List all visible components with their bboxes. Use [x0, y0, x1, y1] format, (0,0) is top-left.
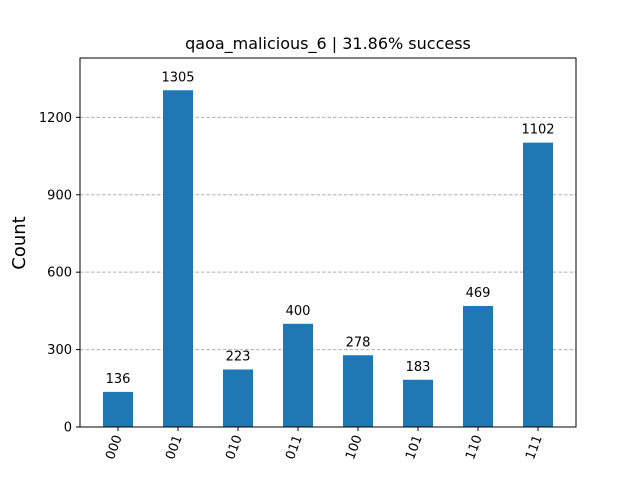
bar-100	[343, 355, 373, 427]
y-axis-ticks: 0 300 600 900 1200	[39, 111, 80, 436]
plot-frame	[79, 57, 577, 428]
bar-001	[163, 90, 193, 427]
bar-000	[103, 391, 133, 427]
data-label-101: 183	[406, 360, 431, 375]
bar-110	[463, 305, 493, 427]
y-tick-label: 600	[47, 266, 72, 281]
data-label-110: 469	[466, 286, 491, 301]
y-axis-label: Count	[9, 216, 30, 269]
bar-111	[523, 142, 553, 427]
chart-title: qaoa_malicious_6 | 31.86% success	[185, 34, 471, 54]
data-label-010: 223	[226, 349, 251, 364]
y-tick-label: 0	[64, 421, 72, 436]
bars	[103, 90, 553, 427]
data-label-001: 1305	[161, 70, 194, 85]
bar-011	[283, 323, 313, 427]
bar-010	[223, 369, 253, 427]
y-tick-label: 1200	[39, 111, 72, 126]
gridlines	[80, 116, 576, 351]
y-tick-label: 900	[47, 188, 72, 203]
data-labels: 136 1305 223 400 278 183 469 1102	[106, 70, 555, 387]
data-label-011: 400	[286, 304, 311, 319]
bar-101	[403, 379, 433, 427]
data-label-111: 1102	[521, 123, 554, 138]
y-tick-label: 300	[47, 343, 72, 358]
data-label-100: 278	[346, 335, 371, 350]
data-label-000: 136	[106, 372, 131, 387]
